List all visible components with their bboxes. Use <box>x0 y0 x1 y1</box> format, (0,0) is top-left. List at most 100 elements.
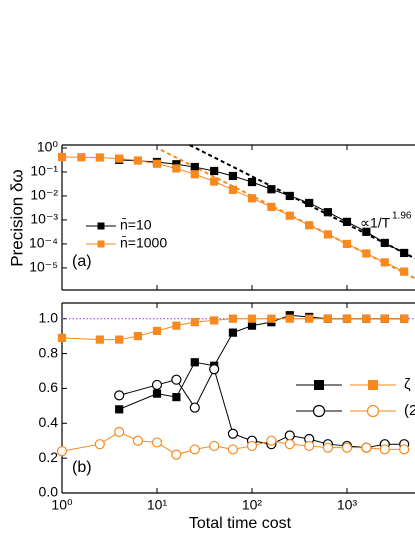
y-axis-label: Precision δω <box>7 169 26 266</box>
marker <box>247 194 257 203</box>
x-tick-label: 10⁰ <box>51 497 73 513</box>
marker <box>322 442 334 453</box>
x-tick-label: 10² <box>242 497 263 513</box>
marker <box>342 314 352 323</box>
marker <box>152 326 162 335</box>
y-tick-label: 0.6 <box>39 379 59 395</box>
marker <box>305 314 314 323</box>
fit-line <box>189 144 415 260</box>
marker <box>361 442 372 453</box>
marker <box>151 379 163 391</box>
legend-marker <box>314 380 324 390</box>
marker <box>171 374 182 385</box>
y-tick-label: 10⁻¹ <box>30 163 58 179</box>
marker <box>210 166 219 176</box>
marker <box>228 314 238 323</box>
marker <box>210 316 219 325</box>
legend-label: ζ <box>404 376 411 393</box>
marker <box>190 170 199 179</box>
marker <box>172 393 181 402</box>
marker <box>210 177 219 186</box>
marker <box>267 314 276 323</box>
annotation: ∝1/T <box>360 215 391 231</box>
marker <box>380 314 389 323</box>
legend-label: n̄=10 <box>120 217 152 233</box>
marker <box>56 446 68 457</box>
marker <box>323 208 333 217</box>
marker <box>267 202 276 211</box>
marker <box>323 230 333 239</box>
marker <box>171 449 182 460</box>
marker <box>323 314 333 323</box>
marker <box>285 191 294 201</box>
marker <box>209 440 220 452</box>
x-tick-label: 10¹ <box>147 497 168 513</box>
marker <box>305 198 314 208</box>
marker <box>400 314 409 323</box>
x-axis-label: Total time cost <box>189 515 292 532</box>
marker <box>133 332 143 341</box>
marker <box>209 364 220 375</box>
y-tick-label: 10⁻⁵ <box>29 259 58 275</box>
marker <box>115 405 124 414</box>
panel-label: (a) <box>72 253 92 270</box>
marker <box>400 248 409 258</box>
marker <box>152 389 162 398</box>
marker <box>190 358 199 367</box>
y-tick-label: 0.8 <box>39 344 59 360</box>
marker <box>115 154 124 163</box>
marker <box>228 328 238 337</box>
marker <box>247 314 257 323</box>
marker <box>380 238 389 248</box>
marker <box>189 402 200 413</box>
legend-marker <box>312 404 326 418</box>
marker <box>152 159 162 168</box>
y-tick-label: 1.0 <box>39 309 59 325</box>
y-tick-label: 0.0 <box>39 484 59 500</box>
legend-marker <box>97 240 105 248</box>
marker <box>246 440 258 452</box>
legend-marker <box>97 222 105 230</box>
marker <box>379 444 390 455</box>
marker <box>305 221 314 230</box>
marker <box>227 428 239 439</box>
panel-label: (b) <box>72 459 92 476</box>
marker <box>189 444 200 455</box>
marker <box>132 435 144 446</box>
marker <box>285 314 294 323</box>
y-tick-label: 0.4 <box>39 414 59 430</box>
marker <box>284 430 295 441</box>
marker <box>341 442 353 453</box>
series-line <box>119 367 405 449</box>
marker <box>228 185 238 194</box>
marker <box>247 321 257 330</box>
marker <box>400 267 409 276</box>
y-tick-label: 10⁰ <box>37 139 59 155</box>
marker <box>228 171 238 181</box>
y-tick-label: 10⁻³ <box>30 211 58 227</box>
legend-label: (2n̄+1 <box>404 402 415 419</box>
marker <box>95 335 104 344</box>
y-tick-label: 10⁻⁴ <box>29 235 58 251</box>
marker <box>380 258 389 267</box>
marker <box>266 435 277 446</box>
marker <box>342 217 352 226</box>
marker <box>362 249 371 258</box>
x-tick-label: 10³ <box>337 497 358 513</box>
legend-label: n̄=1000 <box>120 235 167 251</box>
marker <box>362 314 371 323</box>
marker <box>172 321 181 330</box>
marker <box>115 335 124 344</box>
marker <box>284 439 295 450</box>
marker <box>133 156 143 165</box>
marker <box>304 440 315 452</box>
marker <box>399 444 410 455</box>
marker <box>77 153 86 162</box>
marker <box>57 333 67 342</box>
marker <box>267 185 276 194</box>
marker <box>94 439 105 450</box>
marker <box>57 152 67 162</box>
legend-marker <box>366 404 380 418</box>
marker <box>172 164 181 173</box>
